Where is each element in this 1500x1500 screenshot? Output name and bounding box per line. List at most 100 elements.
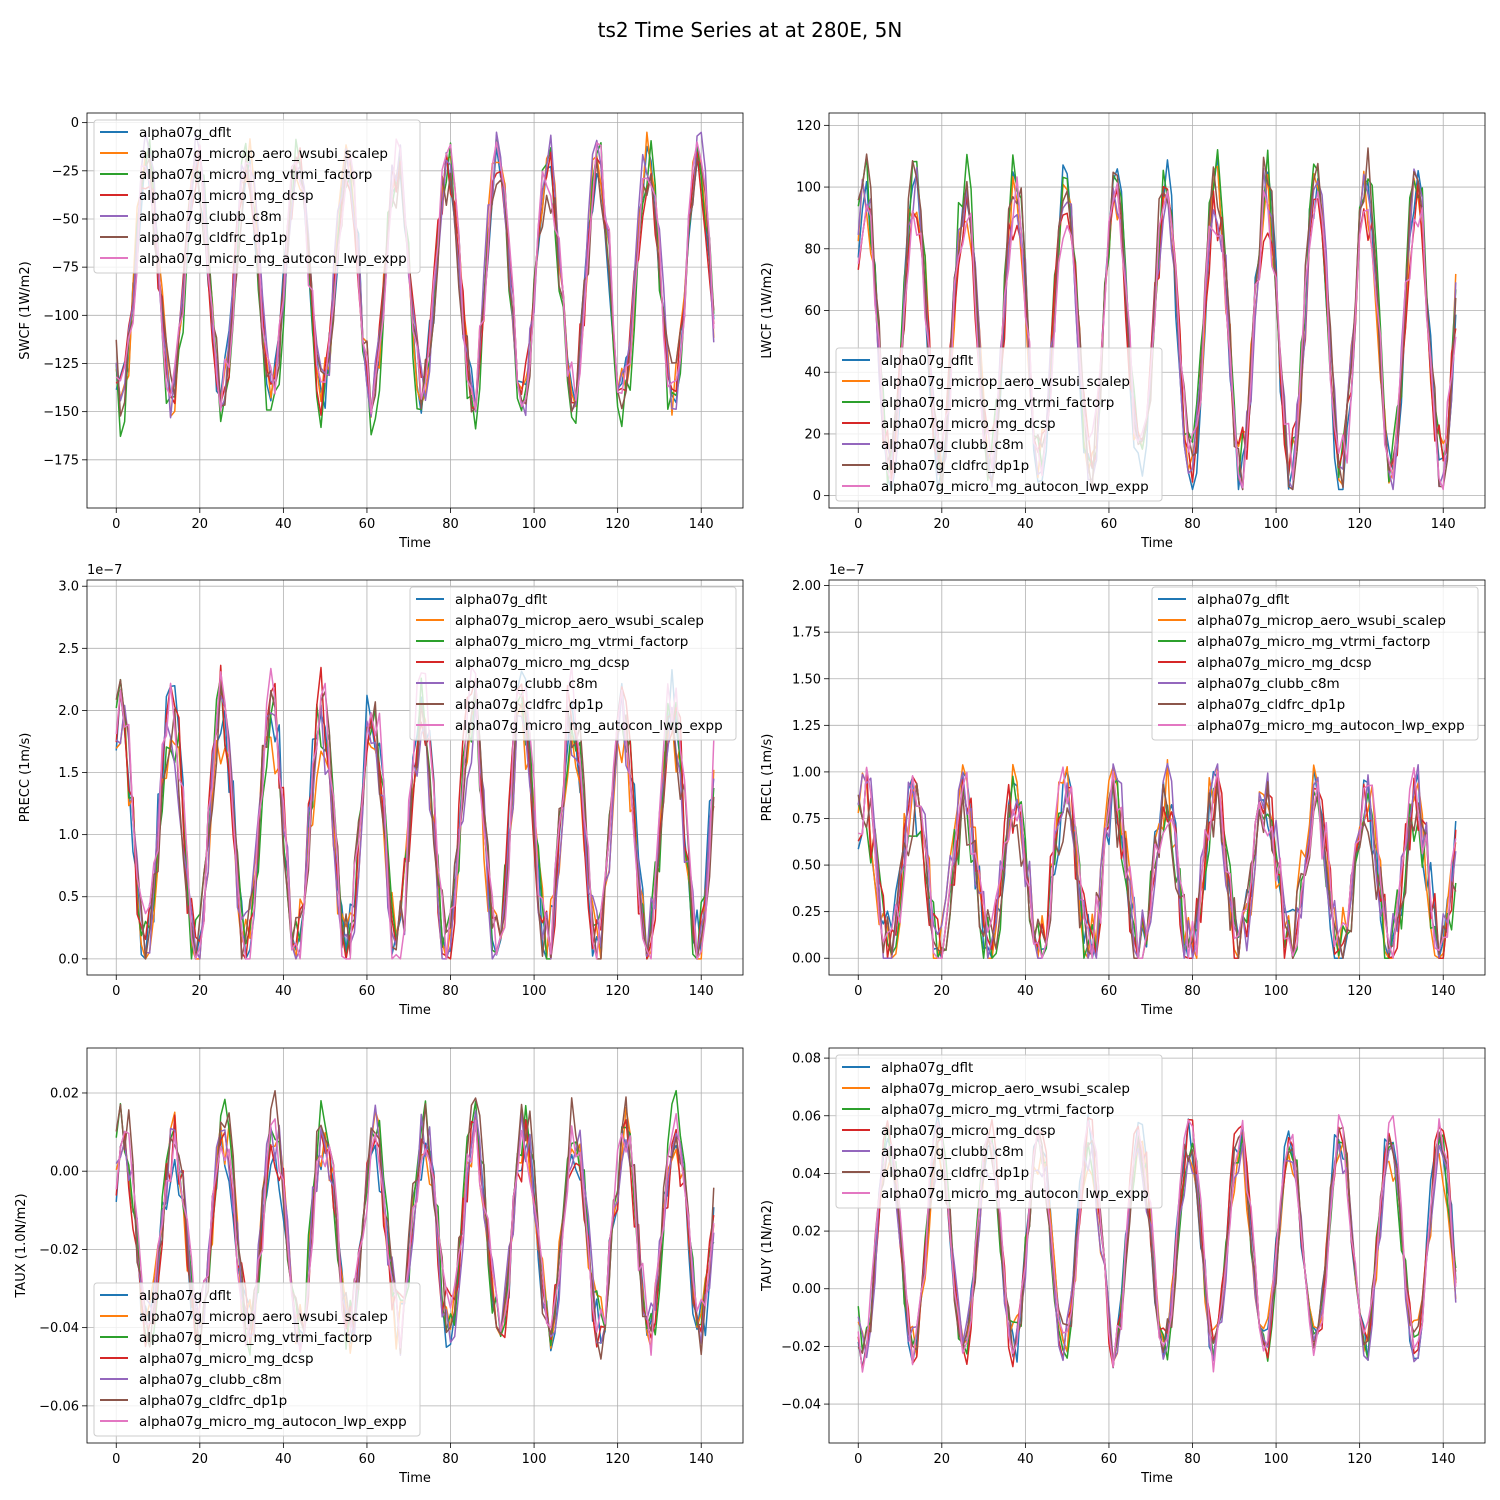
axes-frame — [828, 1047, 1486, 1444]
x-tick-label: 20 — [192, 517, 209, 532]
y-tick-label: 0.75 — [792, 812, 821, 827]
legend-label: alpha07g_dflt — [139, 1288, 231, 1304]
y-tick-label: 1.00 — [792, 765, 821, 780]
y-tick-label: −0.02 — [39, 1243, 79, 1258]
x-tick-label: 80 — [1184, 984, 1201, 999]
x-tick-label: 100 — [1264, 984, 1289, 999]
legend-label: alpha07g_microp_aero_wsubi_scalep — [881, 1081, 1130, 1097]
x-tick-label: 80 — [1184, 1452, 1201, 1467]
series-lines — [857, 758, 1457, 959]
series-lines — [115, 1089, 715, 1360]
legend-box — [409, 586, 737, 741]
x-tick-label: 20 — [934, 984, 951, 999]
y-tick-label: −0.06 — [39, 1399, 79, 1414]
y-tick-label: 2.0 — [58, 704, 79, 719]
y-tick-label: 20 — [804, 427, 821, 442]
y-tick-label: 0.00 — [792, 1282, 821, 1297]
y-tick-label: 3.0 — [58, 580, 79, 595]
y-tick-label: −175 — [43, 453, 79, 468]
x-tick-label: 0 — [854, 517, 862, 532]
x-tick-label: 20 — [934, 517, 951, 532]
x-tick-label: 140 — [689, 1452, 714, 1467]
x-tick-label: 40 — [275, 984, 292, 999]
legend-label: alpha07g_cldfrc_dp1p — [139, 1393, 287, 1409]
y-axis-label: LWCF (1W/m2) — [760, 262, 775, 358]
legend-label: alpha07g_clubb_c8m — [1197, 676, 1340, 692]
x-tick-label: 80 — [442, 517, 459, 532]
x-tick-label: 20 — [192, 984, 209, 999]
y-tick-label: 1.50 — [792, 672, 821, 687]
legend-label: alpha07g_micro_mg_vtrmi_factorp — [881, 1102, 1114, 1118]
panel-lwcf: 0 20 40 60 80 100 120 140 0 20 40 60 80 100 120 Time LWC… — [760, 112, 1486, 551]
legend: alpha07g_dflt alpha07g_microp_aero_wsubi_… — [835, 1054, 1163, 1209]
x-tick-label: 80 — [442, 984, 459, 999]
legend-label: alpha07g_clubb_c8m — [881, 437, 1024, 453]
x-tick-label: 140 — [689, 984, 714, 999]
x-axis-label: Time — [1140, 1471, 1173, 1486]
suptitle: ts2 Time Series at at 280E, 5N — [598, 18, 903, 42]
legend-label: alpha07g_micro_mg_autocon_lwp_expp — [139, 251, 407, 267]
x-axis-label: Time — [398, 536, 431, 551]
x-tick-label: 100 — [1264, 517, 1289, 532]
series-line-alpha07g_micro_mg_autocon_lwp_expp — [115, 138, 715, 415]
x-tick-label: 20 — [192, 1452, 209, 1467]
x-tick-label: 60 — [1101, 517, 1118, 532]
axes-frame — [86, 112, 744, 509]
y-tick-label: 2.5 — [58, 642, 79, 657]
legend-label: alpha07g_microp_aero_wsubi_scalep — [881, 374, 1130, 390]
y-tick-label: 0.06 — [792, 1109, 821, 1124]
x-tick-label: 60 — [1101, 984, 1118, 999]
y-tick-label: −100 — [43, 309, 79, 324]
series-lines — [115, 131, 715, 438]
x-tick-label: 20 — [934, 1452, 951, 1467]
legend-label: alpha07g_dflt — [881, 353, 973, 369]
legend-label: alpha07g_dflt — [881, 1060, 973, 1076]
legend-box — [835, 1054, 1163, 1209]
y-tick-label: 120 — [796, 119, 821, 134]
legend-label: alpha07g_clubb_c8m — [455, 676, 598, 692]
y-tick-label: −0.04 — [39, 1321, 79, 1336]
y-tick-label: 0.04 — [792, 1167, 821, 1182]
y-tick-label: 0.5 — [58, 890, 79, 905]
y-tick-label: 1.0 — [58, 828, 79, 843]
x-tick-label: 60 — [359, 1452, 376, 1467]
x-tick-label: 0 — [112, 517, 120, 532]
legend-label: alpha07g_clubb_c8m — [881, 1144, 1024, 1160]
y-tick-label: −150 — [43, 405, 79, 420]
y-axis-label: SWCF (1W/m2) — [18, 261, 33, 359]
legend-label: alpha07g_micro_mg_vtrmi_factorp — [139, 1330, 372, 1346]
y-tick-label: 0.50 — [792, 859, 821, 874]
legend-label: alpha07g_dflt — [1197, 592, 1289, 608]
x-tick-label: 120 — [605, 1452, 630, 1467]
legend-label: alpha07g_microp_aero_wsubi_scalep — [139, 1309, 388, 1325]
y-tick-label: −25 — [52, 164, 79, 179]
y-tick-label: 0.00 — [50, 1165, 79, 1180]
legend: alpha07g_dflt alpha07g_microp_aero_wsubi_… — [93, 119, 421, 274]
x-tick-label: 120 — [1347, 984, 1372, 999]
legend-box — [835, 347, 1163, 502]
y-tick-label: 0 — [813, 489, 821, 504]
x-tick-label: 100 — [522, 1452, 547, 1467]
y-axis-label: TAUX (1.0N/m2) — [14, 1193, 29, 1298]
legend-label: alpha07g_micro_mg_vtrmi_factorp — [1197, 634, 1430, 650]
series-line-alpha07g_micro_mg_autocon_lwp_expp — [858, 766, 1457, 959]
legend-label: alpha07g_microp_aero_wsubi_scalep — [455, 613, 704, 629]
x-tick-label: 60 — [1101, 1452, 1118, 1467]
x-tick-label: 60 — [359, 517, 376, 532]
legend-label: alpha07g_micro_mg_autocon_lwp_expp — [1197, 718, 1465, 734]
legend: alpha07g_dflt alpha07g_microp_aero_wsubi_… — [93, 1282, 421, 1437]
y-tick-label: −75 — [52, 261, 79, 276]
x-tick-label: 80 — [442, 1452, 459, 1467]
panels: 0 20 40 60 80 100 120 140 0 −25 −50 −75 −100 −125 −150… — [14, 112, 1486, 1486]
series-line-alpha07g_micro_mg_autocon_lwp_expp — [857, 1114, 1457, 1373]
offset-text: 1e−7 — [829, 563, 864, 578]
y-axis-label: PRECL (1m/s) — [760, 734, 775, 822]
y-tick-label: 0 — [71, 116, 79, 131]
legend-label: alpha07g_micro_mg_vtrmi_factorp — [139, 167, 372, 183]
panel-precc: 0 20 40 60 80 100 120 140 0.0 0.5 1.0 1.5 2.0 2.5 3.0 T… — [18, 563, 744, 1018]
y-tick-label: 1.75 — [792, 626, 821, 641]
x-tick-label: 100 — [522, 984, 547, 999]
x-tick-label: 40 — [275, 1452, 292, 1467]
x-tick-label: 40 — [275, 517, 292, 532]
y-tick-label: 0.02 — [50, 1086, 79, 1101]
